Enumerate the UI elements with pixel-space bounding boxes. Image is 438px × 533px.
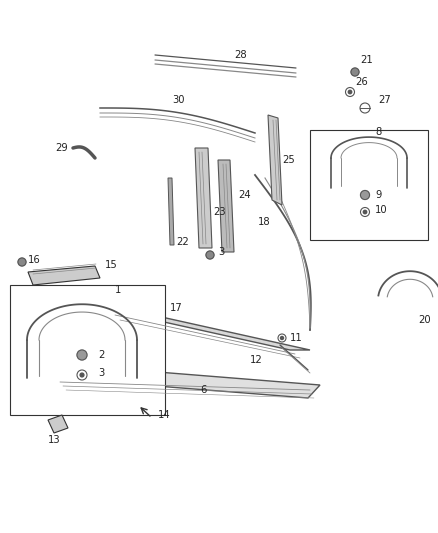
Text: 14: 14 [158, 410, 171, 420]
Text: 25: 25 [282, 155, 295, 165]
Polygon shape [218, 160, 234, 252]
Circle shape [360, 190, 370, 199]
Text: 11: 11 [290, 333, 303, 343]
Bar [10, 285, 165, 415]
Circle shape [280, 336, 283, 340]
Polygon shape [268, 115, 282, 205]
Circle shape [18, 258, 26, 266]
Polygon shape [55, 365, 320, 398]
Circle shape [360, 103, 370, 113]
Text: 13: 13 [48, 435, 60, 445]
Text: 16: 16 [28, 255, 41, 265]
Bar [310, 130, 428, 240]
Text: 23: 23 [213, 207, 226, 217]
Polygon shape [28, 266, 100, 285]
Text: 20: 20 [418, 315, 431, 325]
Text: 9: 9 [375, 190, 381, 200]
Text: 8: 8 [375, 127, 381, 137]
Text: 22: 22 [176, 237, 189, 247]
Text: 26: 26 [355, 77, 368, 87]
Text: 3: 3 [98, 368, 104, 378]
Text: 15: 15 [105, 260, 118, 270]
Circle shape [77, 350, 87, 360]
Text: 3: 3 [218, 247, 224, 257]
Circle shape [80, 373, 84, 377]
Circle shape [363, 211, 367, 214]
Text: 2: 2 [98, 350, 104, 360]
Polygon shape [110, 310, 310, 350]
Circle shape [77, 370, 87, 380]
Circle shape [351, 68, 359, 76]
Text: 1: 1 [115, 285, 121, 295]
Text: 29: 29 [55, 143, 68, 153]
Polygon shape [195, 148, 212, 248]
Text: 12: 12 [250, 355, 263, 365]
Polygon shape [48, 415, 68, 433]
Text: 6: 6 [200, 385, 206, 395]
Circle shape [278, 334, 286, 342]
Text: 10: 10 [375, 205, 388, 215]
Text: 21: 21 [360, 55, 373, 65]
Text: 17: 17 [170, 303, 183, 313]
Text: 24: 24 [238, 190, 251, 200]
Polygon shape [168, 178, 174, 245]
Text: 30: 30 [172, 95, 184, 105]
Text: 28: 28 [234, 50, 247, 60]
Text: 27: 27 [378, 95, 391, 105]
Circle shape [206, 251, 214, 259]
Circle shape [360, 207, 370, 216]
Circle shape [348, 90, 352, 94]
Circle shape [346, 87, 354, 96]
Text: 18: 18 [258, 217, 271, 227]
